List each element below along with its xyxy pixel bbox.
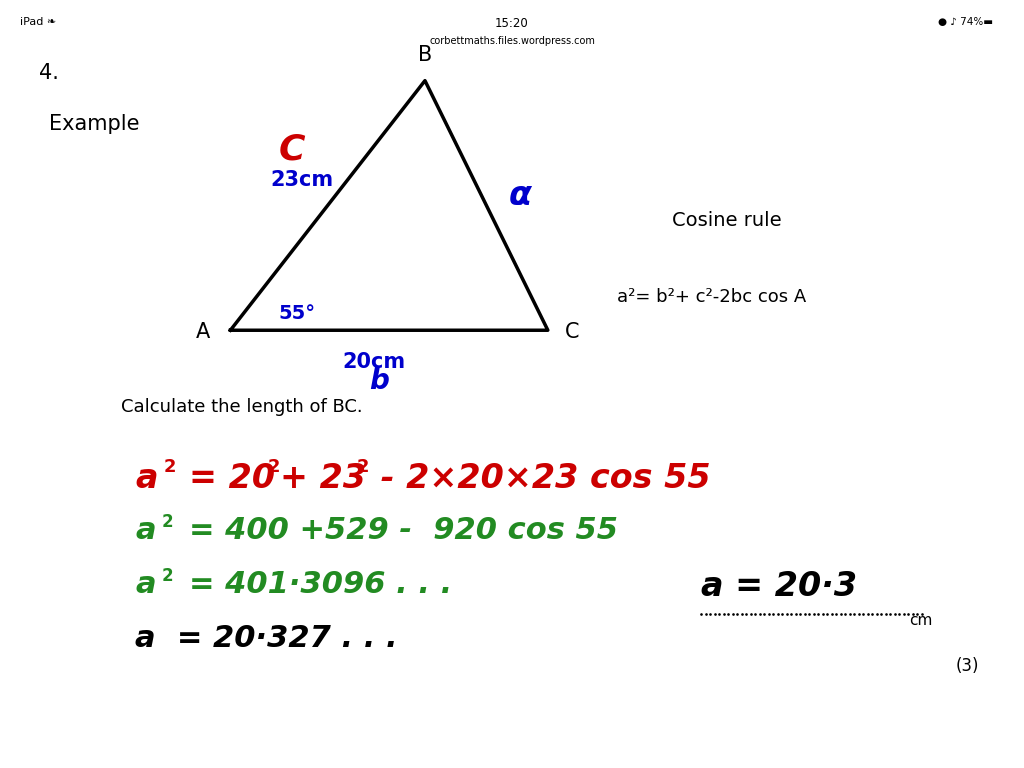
Text: b: b — [369, 367, 389, 395]
Text: C: C — [279, 133, 305, 167]
Text: 2: 2 — [356, 458, 369, 476]
Text: = 400 +529 -  920 cos 55: = 400 +529 - 920 cos 55 — [189, 516, 618, 545]
Text: Cosine rule: Cosine rule — [672, 211, 782, 230]
Text: iPad ❧: iPad ❧ — [20, 17, 56, 27]
Text: - 2×20×23 cos 55: - 2×20×23 cos 55 — [369, 462, 711, 495]
Text: 15:20: 15:20 — [496, 17, 528, 30]
Text: C: C — [565, 322, 580, 342]
Text: 2: 2 — [164, 458, 176, 476]
Text: = 20: = 20 — [189, 462, 275, 495]
Text: 2: 2 — [162, 567, 173, 584]
Text: ● ♪ 74%▬: ● ♪ 74%▬ — [938, 17, 993, 27]
Text: corbettmaths.files.wordpress.com: corbettmaths.files.wordpress.com — [429, 36, 595, 46]
Text: A: A — [196, 322, 210, 342]
Text: Calculate the length of BC.: Calculate the length of BC. — [121, 398, 362, 415]
Text: 20cm: 20cm — [342, 352, 406, 372]
Text: 2: 2 — [267, 458, 280, 476]
Text: Example: Example — [49, 114, 139, 134]
Text: cm: cm — [909, 613, 933, 628]
Text: B: B — [418, 45, 432, 65]
Text: = 401·3096 . . .: = 401·3096 . . . — [189, 570, 453, 599]
Text: a²= b²+ c²-2bc cos A: a²= b²+ c²-2bc cos A — [617, 288, 806, 306]
Text: a = 20·3: a = 20·3 — [701, 570, 857, 603]
Text: 55°: 55° — [279, 304, 315, 323]
Text: a: a — [135, 462, 158, 495]
Text: a: a — [135, 570, 156, 599]
Text: 2: 2 — [162, 513, 173, 531]
Text: + 23: + 23 — [280, 462, 366, 495]
Text: a: a — [135, 516, 156, 545]
Text: 4.: 4. — [39, 63, 58, 83]
Text: 23cm: 23cm — [270, 170, 334, 190]
Text: (3): (3) — [956, 657, 979, 674]
Text: α: α — [509, 180, 531, 212]
Text: a  = 20·327 . . .: a = 20·327 . . . — [135, 624, 397, 653]
